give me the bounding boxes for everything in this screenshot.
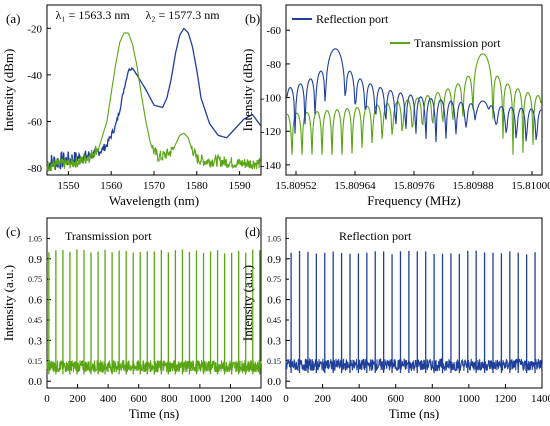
y-minor-tick-label: 1.05 [267,234,281,243]
panel-label: (a) [6,11,20,26]
panel-label: (c) [6,224,20,239]
y-tick-label: -100 [261,93,282,105]
y-tick-label: -80 [266,59,281,71]
x-tick-label: 1000 [189,393,212,405]
y-tick-label: -140 [261,160,282,172]
port-annotation: Transmission port [65,229,152,243]
x-tick-label: 15.80952 [275,180,316,192]
port-annotation: Reflection port [339,229,412,243]
legend-label-reflection: Reflection port [316,12,389,26]
y-tick-label: 0.0 [28,376,42,388]
x-tick-label: 1000 [458,393,481,405]
y-tick-label: 0.6 [28,295,42,307]
y-tick-label: 0.0 [267,376,281,388]
x-tick-label: 1570 [143,180,166,192]
y-tick-label: -80 [27,163,42,175]
lambda2-annotation: λ₂ = 1577.3 nm [145,8,220,22]
y-tick-label: -120 [261,126,282,138]
y-minor-tick-label: 0.75 [267,275,281,284]
y-axis-label: Intensity (dBm) [240,49,255,132]
y-axis-label: Intensity (a.u.) [1,265,16,341]
panel-label: (d) [245,224,260,239]
y-tick-label: -40 [27,70,42,82]
y-tick-label: -20 [27,23,42,35]
x-tick-label: 1400 [250,393,273,405]
y-minor-tick-label: 0.15 [28,357,42,366]
chart-panel-d: 0 200 400 600 800 1000 1200 1400 0.0 0.3 0.6 0.9 0.1… [240,217,550,421]
plot-frame [285,217,543,389]
x-tick-label: 0 [44,393,50,405]
x-tick-label: 1580 [186,180,209,192]
x-tick-label: 1590 [229,180,252,192]
x-axis-label: Frequency (MHz) [367,193,461,208]
x-tick-label: 600 [387,393,404,405]
y-minor-tick-label: 0.45 [28,316,42,325]
y-axis-label: Intensity (a.u.) [240,265,255,341]
y-minor-tick-label: 0.15 [267,357,281,366]
y-tick-label: 0.3 [267,335,281,347]
chart-panel-a: 1550 1560 1570 1580 1590 -80 -60 -40 -20 Waveleng… [1,4,262,208]
x-tick-label: 1200 [219,393,242,405]
x-tick-label: 1560 [100,180,123,192]
x-tick-label: 15.80976 [393,180,435,192]
x-tick-label: 15.80988 [452,180,494,192]
reflection-spectrum-line [46,27,262,172]
x-tick-label: 200 [314,393,331,405]
y-minor-tick-label: 0.75 [28,275,42,284]
x-axis-label: Time (ns) [129,406,179,421]
x-tick-label: 15.80964 [334,180,376,192]
chart-panel-c: 0 200 400 600 800 1000 1200 1400 0.0 0.3 0.6 0.9 0.1… [1,217,273,421]
y-tick-label: 0.6 [267,295,281,307]
x-tick-label: 1400 [531,393,550,405]
x-tick-label: 400 [351,393,368,405]
x-tick-label: 1550 [57,180,80,192]
lambda1-annotation: λ₁ = 1563.3 nm [56,8,131,22]
plot-frame [46,217,262,389]
x-tick-label: 600 [130,393,147,405]
x-tick-label: 0 [283,393,289,405]
y-minor-tick-label: 0.45 [267,316,281,325]
y-minor-tick-label: 1.05 [28,234,42,243]
y-tick-label: -60 [266,25,281,37]
baseline-noise-line [285,357,543,372]
x-tick-label: 800 [424,393,441,405]
legend-label-transmission: Transmission port [414,36,501,50]
x-tick-label: 200 [69,393,86,405]
y-tick-label: 0.9 [267,254,281,266]
y-tick-label: 0.3 [28,335,42,347]
y-axis-label: Intensity (dBm) [1,49,16,132]
x-axis-label: Wavelength (nm) [109,193,199,208]
transmission-spectrum-line [46,32,262,172]
chart-panel-b: 15.80952 15.80964 15.80976 15.80988 15.81000… [240,4,550,208]
y-tick-label: -60 [27,116,42,128]
y-tick-label: 0.9 [28,254,42,266]
x-tick-label: 15.81000 [511,180,550,192]
x-tick-label: 1200 [494,393,517,405]
x-tick-label: 800 [161,393,178,405]
reflection-frequency-line [286,48,542,143]
x-axis-label: Time (ns) [389,406,439,421]
panel-label: (b) [245,11,260,26]
x-tick-label: 400 [100,393,117,405]
